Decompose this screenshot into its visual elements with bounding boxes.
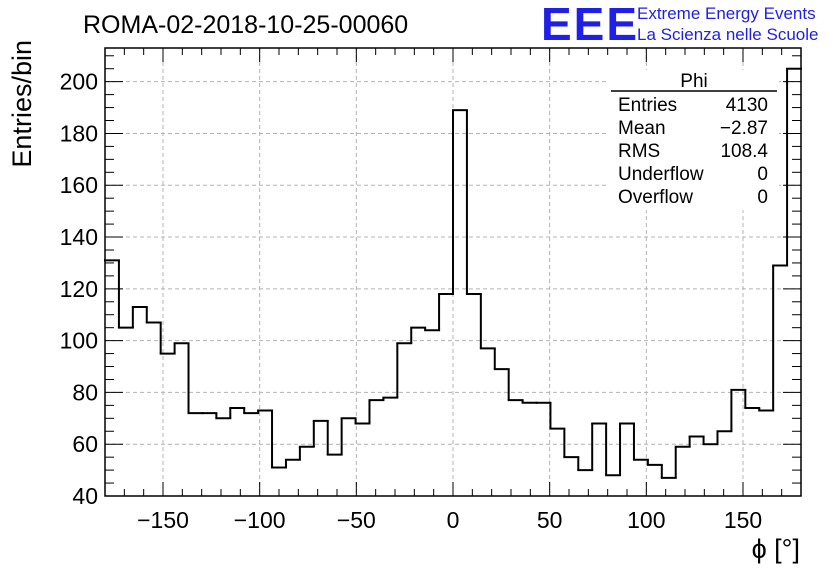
stats-value-underflow: 0 [757, 164, 768, 185]
stats-value-overflow: 0 [757, 187, 768, 208]
x-tick-labels: −150 −100 −50 0 50 100 150 [137, 507, 762, 533]
y-tick-label-5: 140 [60, 224, 98, 250]
x-tick-label-3: 0 [447, 507, 460, 533]
chart-title: ROMA-02-2018-10-25-00060 [83, 11, 408, 39]
eee-logo: EEE Extreme Energy Events La Scienza nel… [541, 0, 818, 50]
axis-ticks [104, 48, 802, 497]
y-tick-label-0: 40 [72, 483, 98, 509]
stats-label-rms: RMS [618, 141, 660, 162]
logo-line-1: Extreme Energy Events [637, 4, 816, 23]
y-tick-label-3: 100 [60, 328, 98, 354]
x-tick-label-0: −150 [137, 507, 189, 533]
stats-box-background [609, 70, 779, 210]
histogram-bars [104, 67, 802, 479]
stats-value-mean: −2.87 [720, 118, 768, 139]
stats-box: Phi Entries 4130 Mean −2.87 RMS 108.4 Un… [609, 70, 779, 210]
stats-label-mean: Mean [618, 118, 666, 139]
logo-mark: EEE [541, 0, 639, 50]
y-tick-labels: 40 60 80 100 120 140 160 180 200 [60, 69, 98, 509]
stats-label-overflow: Overflow [618, 187, 693, 208]
y-tick-label-8: 200 [60, 69, 98, 95]
x-tick-label-5: 100 [627, 507, 665, 533]
x-tick-label-1: −100 [234, 507, 286, 533]
x-axis-title: ϕ [°] [752, 534, 800, 564]
y-tick-label-7: 180 [60, 120, 98, 146]
y-tick-label-2: 80 [72, 379, 98, 405]
x-tick-label-2: −50 [337, 507, 376, 533]
stats-name: Phi [680, 71, 707, 92]
y-axis-title: Entries/bin [7, 40, 37, 168]
y-tick-label-1: 60 [72, 431, 98, 457]
y-tick-label-4: 120 [60, 276, 98, 302]
stats-value-rms: 108.4 [720, 141, 768, 162]
x-tick-label-6: 150 [724, 507, 762, 533]
y-tick-label-6: 160 [60, 172, 98, 198]
stats-label-underflow: Underflow [618, 164, 704, 185]
stats-label-entries: Entries [618, 95, 677, 116]
logo-line-2: La Scienza nelle Scuole [637, 25, 818, 44]
stats-value-entries: 4130 [726, 95, 768, 116]
x-tick-label-4: 50 [537, 507, 563, 533]
